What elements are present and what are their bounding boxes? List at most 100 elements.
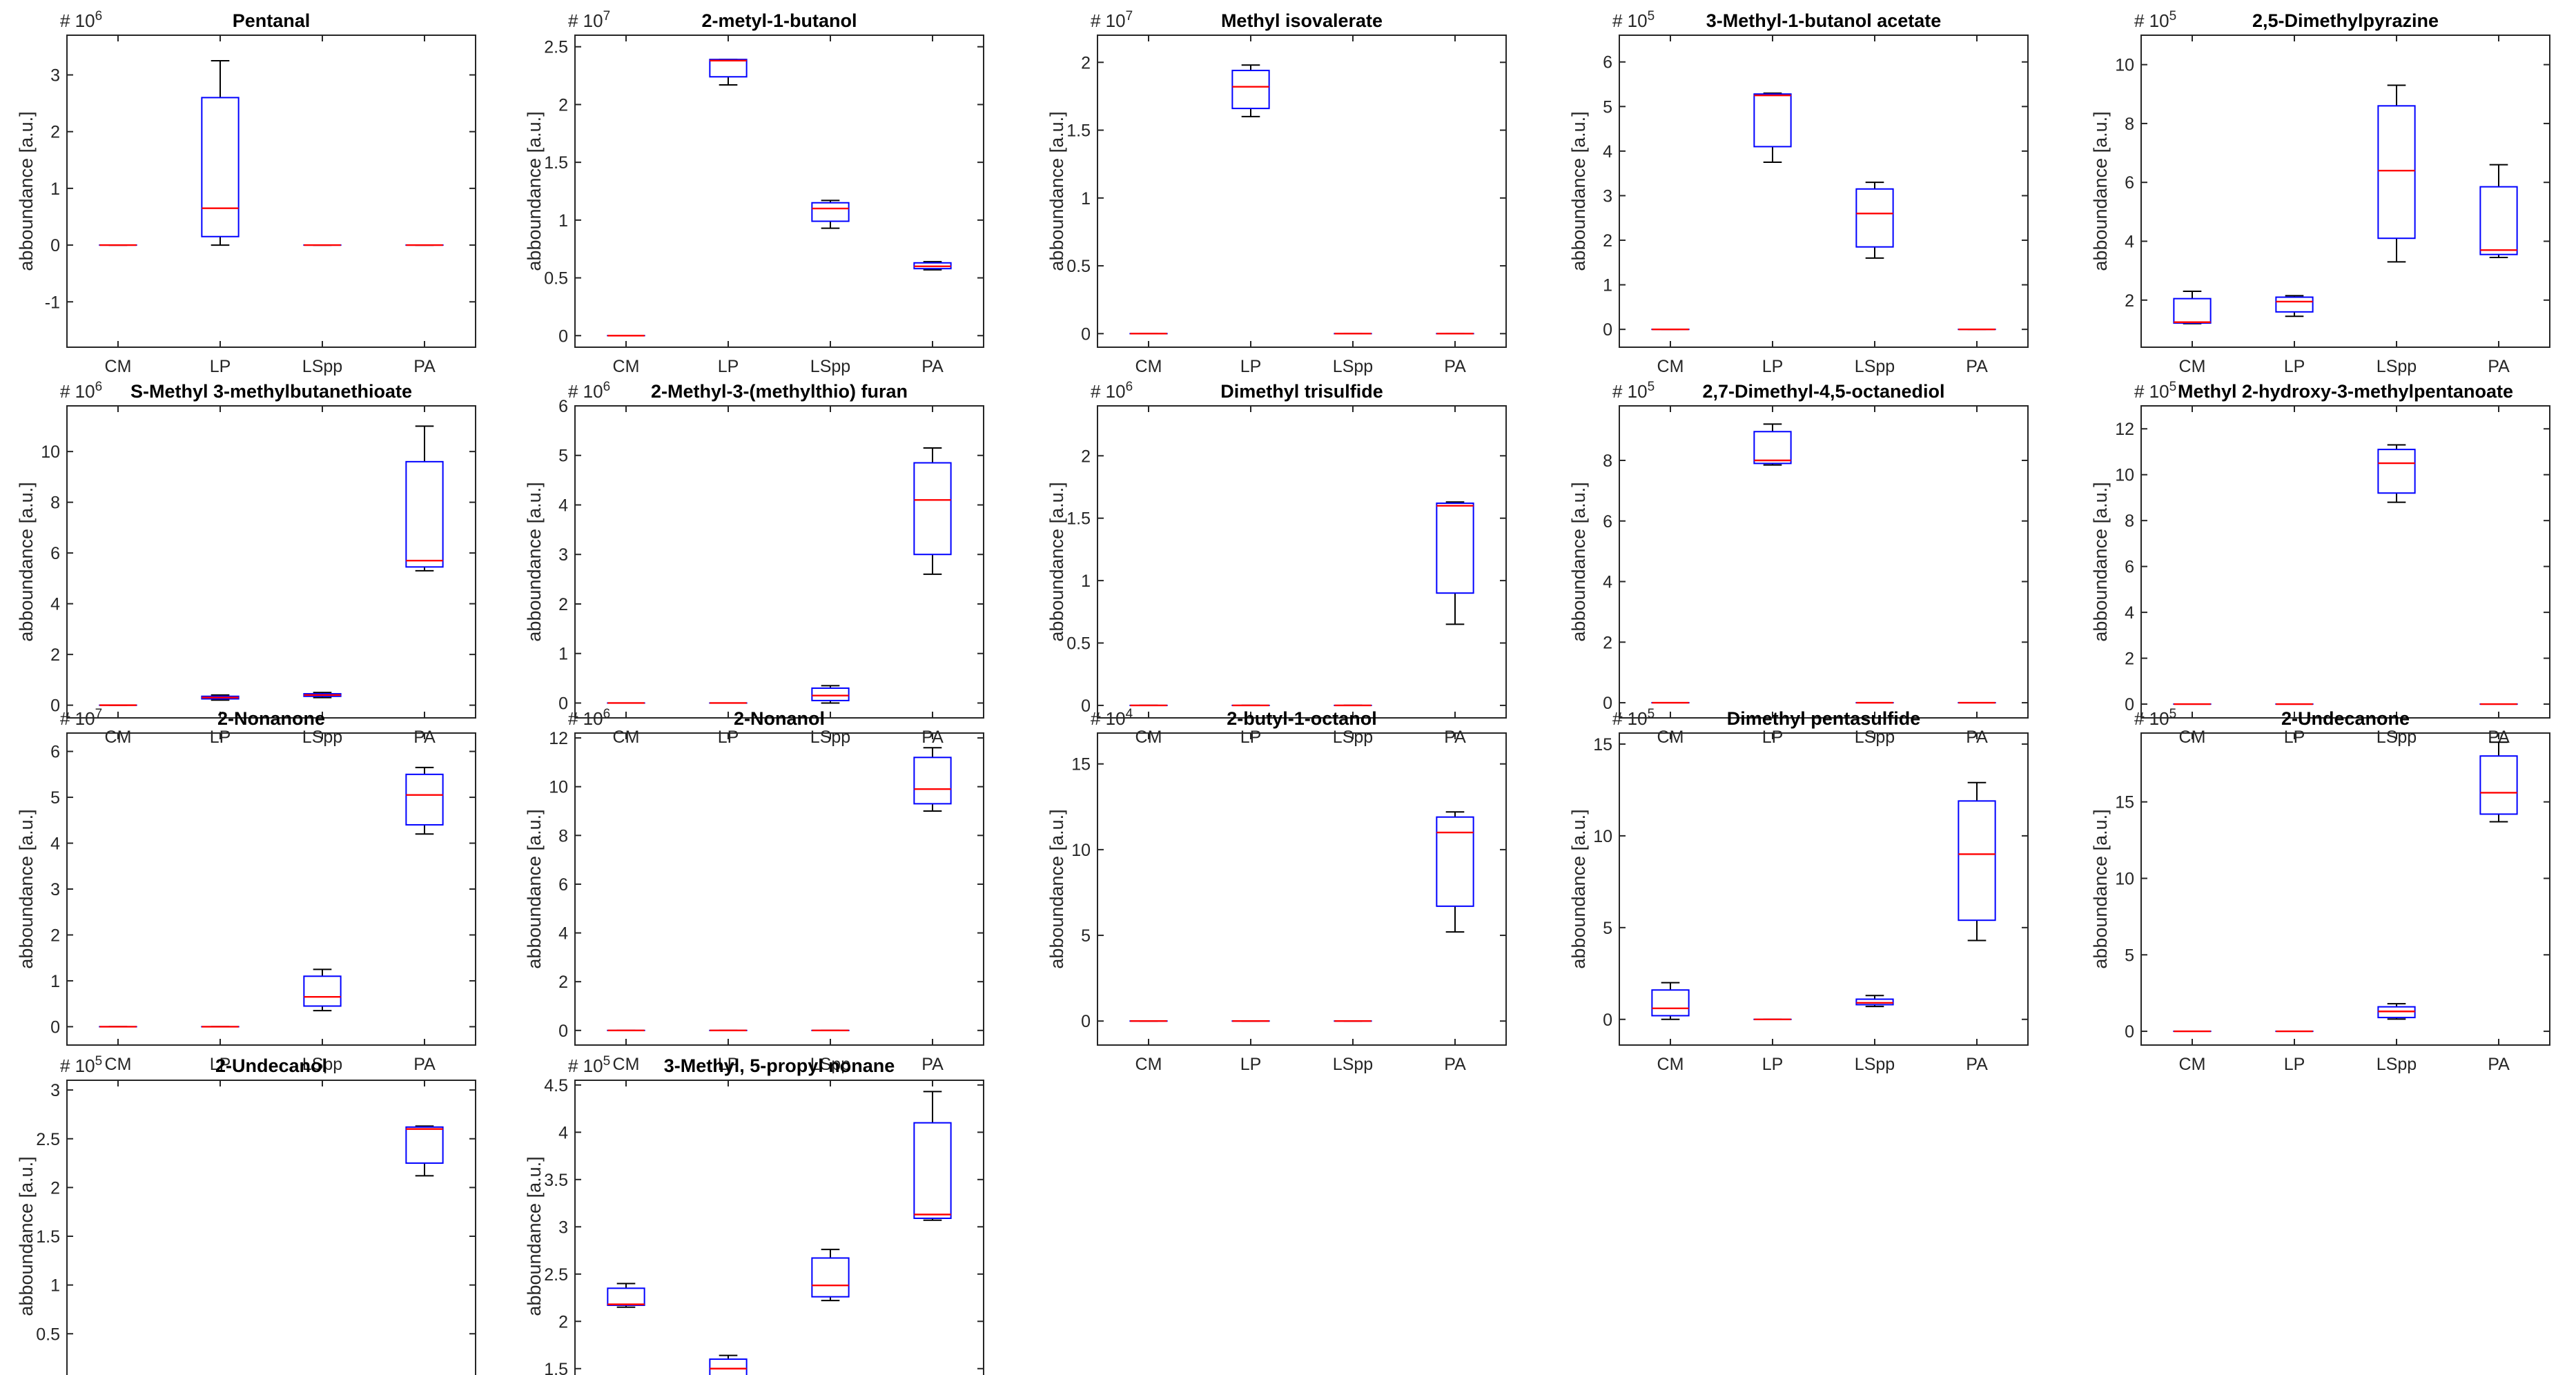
y-tick-label: 0 [1081, 696, 1091, 716]
y-tick-label: 6 [558, 397, 568, 416]
y-tick-label: 8 [50, 494, 60, 513]
y-tick-label: 0.5 [1066, 634, 1091, 654]
chart-panel-4: 3-Methyl-1-butanol acetate# 105abboundan… [1568, 9, 2029, 376]
chart-panel-6: S-Methyl 3-methylbutanethioate# 106abbou… [16, 380, 476, 747]
exponent-power: 4 [1126, 707, 1133, 721]
y-tick-label: 1 [1081, 572, 1091, 591]
iqr-box [913, 757, 952, 805]
y-tick-label: 5 [558, 447, 568, 466]
y-tick-label: 4 [50, 595, 60, 614]
chart-panel-7: 2-Methyl-3-(methylthio) furan# 106abboun… [524, 380, 984, 747]
x-tick-label: LP [718, 357, 739, 376]
box-pa [1436, 811, 1474, 933]
exponent-base: # 10 [60, 1055, 95, 1076]
box-lspp [1855, 995, 1894, 1008]
x-tick-label: CM [2179, 1055, 2206, 1074]
x-tick-label: CM [1657, 357, 1684, 376]
x-tick-label: LP [1762, 1055, 1784, 1074]
y-tick-label: 12 [549, 729, 568, 748]
plot-frame [574, 35, 984, 348]
y-tick-label: 2 [1081, 447, 1091, 466]
box-lp [709, 1354, 748, 1375]
y-tick-label: 3 [50, 66, 60, 86]
exponent-base: # 10 [568, 381, 603, 402]
iqr-box [1231, 70, 1270, 110]
y-tick-label: 8 [2125, 511, 2134, 531]
y-tick-label: 3.5 [544, 1171, 568, 1190]
iqr-box [913, 462, 952, 556]
y-tick-label: 4 [2125, 232, 2134, 251]
plot-frame [1097, 405, 1507, 719]
iqr-box [201, 97, 240, 237]
x-tick-label: CM [613, 1055, 640, 1074]
y-tick-label: 5 [50, 788, 60, 808]
iqr-box [2377, 449, 2416, 494]
exponent-power: 6 [95, 380, 103, 394]
box-lp [2275, 295, 2314, 318]
x-tick-label: CM [1657, 1055, 1684, 1074]
chart-title: S-Methyl 3-methylbutanethioate [130, 381, 412, 402]
chart-title: Pentanal [233, 10, 311, 31]
y-tick-label: 0 [2125, 1022, 2134, 1042]
x-tick-label: CM [613, 357, 640, 376]
exponent-base: # 10 [1091, 708, 1126, 729]
plot-frame [66, 1080, 476, 1375]
y-tick-label: 2.5 [544, 38, 568, 57]
x-tick-label: CM [105, 357, 132, 376]
box-pa [913, 261, 952, 271]
plot-frame [574, 1080, 984, 1375]
exponent-power: 6 [603, 707, 611, 721]
chart-title: Dimethyl trisulfide [1220, 381, 1383, 402]
box-lspp [2377, 1003, 2416, 1020]
y-tick-label: 4 [558, 924, 568, 944]
box-lspp [303, 692, 342, 699]
plot-frame [1619, 35, 2029, 348]
iqr-box [303, 975, 342, 1007]
chart-panel-2: 2-metyl-1-butanol # 107 abboundance [a.u.]… [524, 9, 984, 376]
iqr-box [2479, 186, 2518, 255]
y-tick-label: 8 [2125, 115, 2134, 134]
iqr-box [405, 773, 444, 826]
y-tick-label: 10 [549, 778, 568, 797]
y-tick-label: 4 [50, 835, 60, 854]
iqr-box [1855, 188, 1894, 248]
y-tick-label: 2 [50, 1178, 60, 1198]
exponent-base: # 10 [60, 708, 95, 729]
y-tick-label: 10 [2115, 466, 2134, 485]
chart-title: 2-Nonanol [734, 708, 825, 729]
box-lspp [2377, 444, 2416, 503]
y-tick-label: 1 [1603, 276, 1612, 295]
y-tick-label: 5 [1603, 97, 1612, 117]
y-axis-label: abboundance [a.u.] [524, 482, 545, 641]
y-tick-label: 0 [50, 1017, 60, 1037]
y-tick-label: 0 [50, 236, 60, 255]
iqr-box [607, 1287, 645, 1306]
exponent-power: 6 [603, 380, 611, 394]
y-tick-label: 2 [558, 1312, 568, 1332]
y-tick-label: 10 [1071, 841, 1091, 860]
iqr-box [709, 1358, 748, 1375]
x-tick-label: LP [1240, 1055, 1262, 1074]
x-tick-label: LP [718, 1055, 739, 1074]
axis-exponent-label: # 107 [60, 707, 102, 729]
exponent-base: # 10 [1612, 10, 1648, 31]
x-tick-label: LP [210, 1055, 231, 1074]
plot-frame [2140, 35, 2550, 348]
axis-exponent-label: # 107 [1091, 9, 1133, 31]
box-pa [2479, 164, 2518, 258]
box-pa [913, 447, 952, 575]
axis-exponent-label: # 105 [2134, 380, 2176, 402]
iqr-box [405, 460, 444, 568]
box-lp [709, 59, 748, 86]
y-tick-label: 5 [1081, 926, 1091, 946]
exponent-base: # 10 [1091, 381, 1126, 402]
y-axis-label: abboundance [a.u.] [16, 1156, 37, 1316]
y-tick-label: 2 [558, 595, 568, 614]
y-tick-label: 2 [2125, 291, 2134, 311]
x-tick-label: PA [921, 1055, 944, 1074]
y-tick-label: 10 [2115, 56, 2134, 75]
chart-panel-13: 2-butyl-1-octanol # 104 abboundance [a.u.]… [1046, 707, 1507, 1074]
